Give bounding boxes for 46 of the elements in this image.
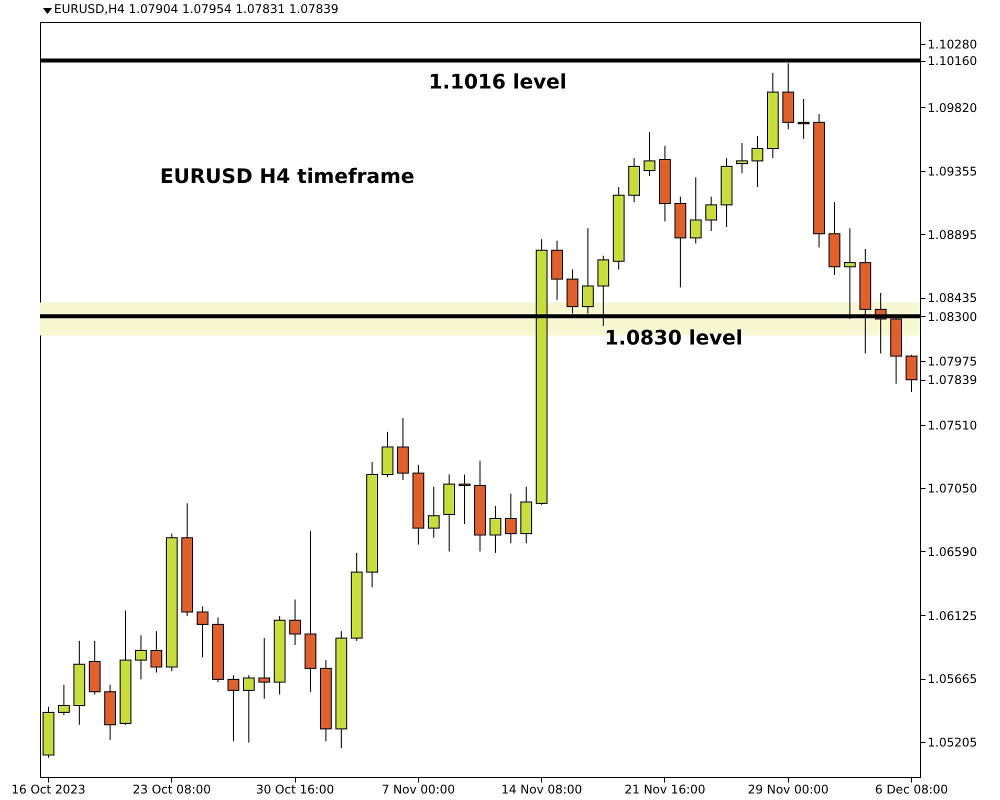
candlestick [690,176,702,244]
x-tick-label: 21 Nov 16:00 [624,782,706,796]
x-tick-label: 6 Dec 08:00 [874,782,948,796]
candlestick [798,98,810,140]
candlestick [752,136,764,188]
candlestick [150,630,162,673]
candlestick [705,196,718,232]
y-tick-label: 1.10280 [928,38,978,52]
y-tick-label: 1.07839 [928,373,978,388]
y-tick-label: 1.05665 [928,672,978,686]
y-tick-label: 1.10160 [928,54,978,68]
y-tick-label: 1.07975 [928,354,978,368]
candlestick [289,599,301,646]
candlestick [196,606,208,658]
x-tick-label: 23 Oct 08:00 [132,782,211,796]
candlestick [428,486,440,538]
y-tick-label: 1.05205 [928,735,978,750]
y-tick-label: 1.09820 [928,100,978,115]
y-tick-label: 1.08895 [928,228,978,242]
candlestick [258,638,270,700]
ref-line-label: 1.1016 level [428,70,567,94]
annotation: EURUSD H4 timeframe [160,164,414,188]
candlestick [504,493,517,544]
candlestick [228,674,240,742]
candlestick [736,142,748,174]
chart-title: EURUSD,H4 1.07904 1.07954 1.07831 1.07839 [54,2,339,16]
x-tick-label: 29 Nov 00:00 [748,782,829,796]
y-tick-label: 1.09355 [928,164,978,179]
y-tick-label: 1.08435 [928,291,978,306]
y-tick-label: 1.06125 [928,608,978,623]
x-tick-label: 7 Nov 00:00 [382,782,455,796]
candlestick [906,354,918,392]
y-tick-label: 1.07050 [928,482,978,496]
candlestick [490,506,502,554]
x-tick-label: 16 Oct 2023 [11,782,86,796]
candlestick [242,674,255,744]
candlestick [644,132,656,177]
x-tick-label: 30 Oct 16:00 [256,782,334,796]
x-tick-label: 14 Nov 08:00 [501,782,582,796]
candlestick [458,474,470,524]
y-tick-label: 1.06590 [928,544,978,559]
candlestick [135,634,147,680]
ref-line-label: 1.0830 level [604,325,743,350]
y-tick-label: 1.08300 [928,310,978,324]
y-tick-label: 1.07510 [928,418,978,432]
candlestick [58,684,70,716]
